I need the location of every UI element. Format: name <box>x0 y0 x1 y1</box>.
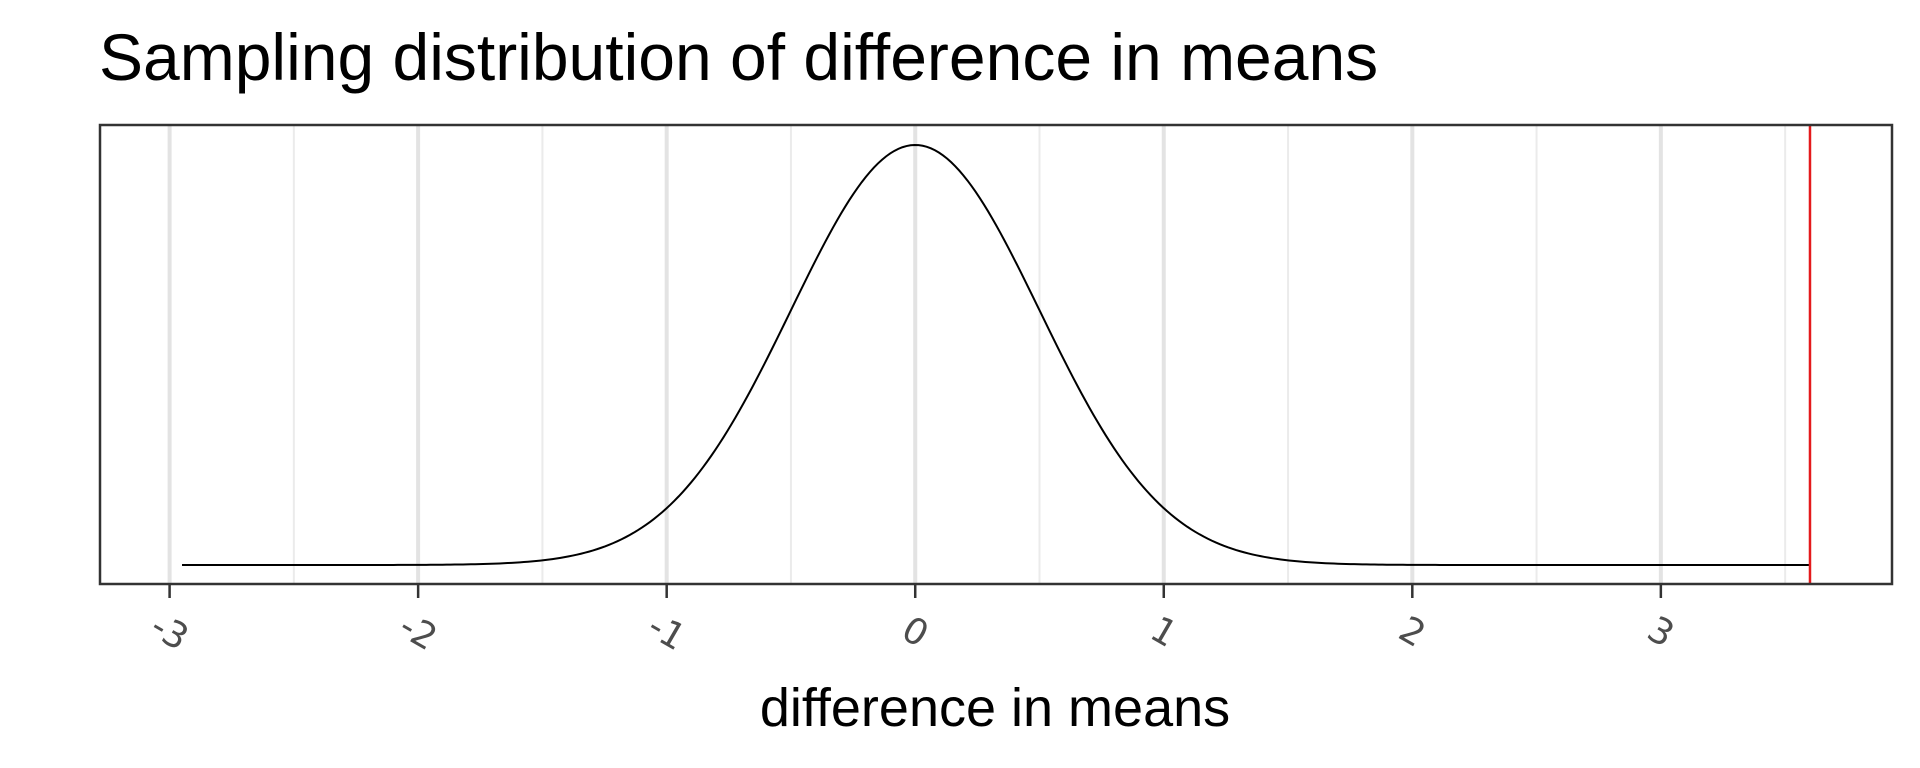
x-tick-label: 1 <box>1143 609 1183 656</box>
x-tick-label: -1 <box>641 606 693 659</box>
x-axis: -3 -2 -1 0 1 2 3 <box>144 584 1681 659</box>
x-axis-title: difference in means <box>760 678 1230 738</box>
x-tick-label: 2 <box>1392 609 1432 656</box>
x-tick-label: 0 <box>895 609 935 656</box>
chart-title: Sampling distribution of difference in m… <box>99 20 1378 94</box>
plot-panel-border <box>98 123 1894 586</box>
x-tick-label: -3 <box>144 606 196 659</box>
plot-panel-background <box>100 125 1892 584</box>
x-tick-label: 3 <box>1640 609 1680 656</box>
x-tick-label: -2 <box>392 606 444 659</box>
density-curve <box>182 144 1810 566</box>
